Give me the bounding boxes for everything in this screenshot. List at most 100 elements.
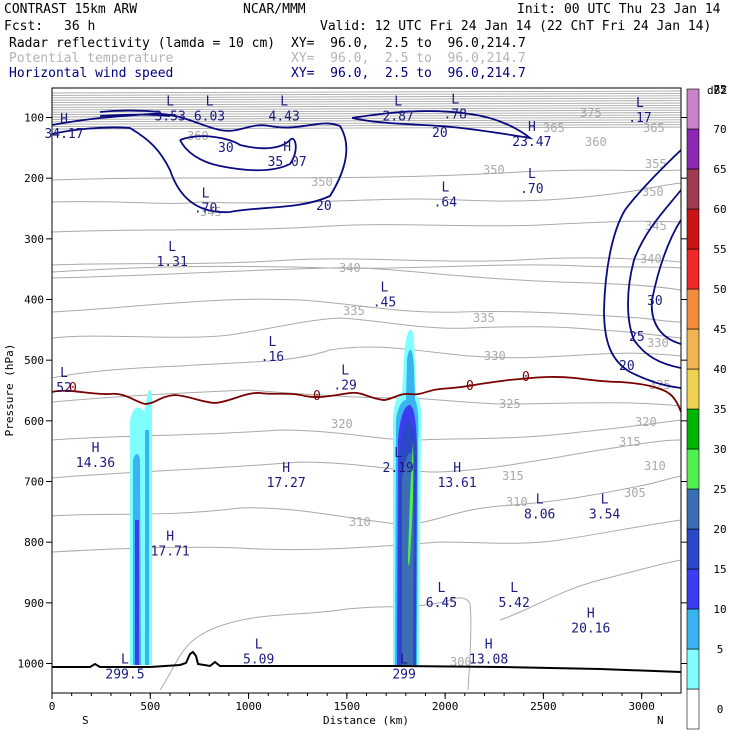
theta-label: 320 — [635, 415, 657, 429]
wind-contour-30 — [650, 219, 681, 345]
colorbar-level: 50 — [713, 283, 726, 296]
extremum-value: 52 — [56, 381, 72, 396]
reflectivity-echoes — [130, 329, 422, 665]
extremum-marker: L — [268, 335, 276, 350]
theta-contour — [52, 257, 681, 266]
extremum-value: 5.42 — [499, 596, 530, 611]
theta-label: 315 — [619, 435, 641, 449]
extremum-marker: L — [394, 94, 402, 109]
colorbar-swatch — [686, 488, 700, 530]
extremum-value: 13.08 — [469, 652, 508, 667]
x-tick-label: 0 — [49, 700, 56, 713]
wind-label: 30 — [647, 294, 663, 309]
extremum-marker: H — [485, 637, 493, 652]
extrema-annotations: H34.17L3.53L6.03L4.43L2.87L.78L.17H35.07… — [44, 93, 651, 683]
extremum-marker: H — [283, 140, 291, 155]
colorbar-swatch — [686, 248, 700, 290]
theta-contour — [52, 114, 681, 118]
theta-contour — [52, 102, 681, 106]
theta-label: 355 — [645, 157, 667, 171]
theta-contour — [52, 169, 681, 181]
extremum-value: 6.45 — [426, 596, 457, 611]
colorbar-level: 45 — [713, 323, 726, 336]
theta-contour — [52, 97, 681, 101]
x-axis-label: Distance (km) — [323, 714, 409, 727]
extremum-value: 35.07 — [268, 155, 307, 170]
theta-contour — [52, 119, 681, 123]
extremum-value: .29 — [333, 379, 356, 394]
theta-label: 350 — [642, 185, 664, 199]
theta-label: 360 — [585, 135, 607, 149]
theta-contour — [52, 317, 681, 339]
extremum-marker: L — [441, 181, 449, 196]
theta-contours — [52, 169, 681, 691]
reflectivity-colorbar: dBZ 0 5 10 15 20 25 30 35 40 45 50 55 60 65 70 75 — [686, 83, 727, 730]
theta-contour — [52, 124, 681, 128]
theta-label: 350 — [311, 175, 333, 189]
colorbar-swatch — [686, 688, 700, 730]
extremum-value: 299 — [392, 668, 415, 683]
fcst-value: 36 h — [64, 19, 96, 34]
colorbar-level: 55 — [713, 243, 726, 256]
colorbar-level: 35 — [713, 403, 726, 416]
y-tick-label: 200 — [24, 172, 44, 185]
theta-contour — [52, 264, 681, 273]
colorbar-level: 70 — [713, 123, 726, 136]
theta-contour — [52, 107, 681, 111]
extremum-marker: H — [92, 441, 100, 456]
extremum-marker: L — [394, 446, 402, 461]
freezing-level-line — [52, 376, 681, 413]
colorbar-swatch — [686, 608, 700, 650]
colorbar-swatch — [686, 368, 700, 410]
theta-contour — [52, 95, 681, 99]
extremum-marker: L — [202, 187, 210, 202]
colorbar-level: 65 — [713, 163, 726, 176]
colorbar-swatch — [686, 208, 700, 250]
extremum-marker: L — [400, 653, 408, 668]
extremum-value: 299.5 — [105, 668, 144, 683]
theta-label: 350 — [483, 163, 505, 177]
extremum-marker: L — [341, 364, 349, 379]
theta-label: 330 — [647, 336, 669, 350]
extremum-marker: L — [280, 94, 288, 109]
extremum-marker: H — [528, 120, 536, 135]
extremum-marker: L — [451, 93, 459, 108]
theta-label: 320 — [331, 417, 353, 431]
theta-contour — [52, 121, 681, 125]
colorbar-swatch — [686, 88, 700, 130]
theta-label: 335 — [343, 304, 365, 318]
fcst-label: Fcst: — [4, 19, 44, 34]
theta-contour — [52, 92, 681, 96]
colorbar-swatch — [686, 448, 700, 490]
colorbar-swatch — [686, 648, 700, 690]
valid-time: Valid: 12 UTC Fri 24 Jan 14 (22 ChT Fri … — [320, 19, 712, 34]
theta-contour — [52, 182, 681, 204]
extremum-value: .64 — [434, 196, 458, 211]
wind-contour-20 — [52, 112, 348, 214]
y-tick-label: 100 — [24, 112, 44, 125]
extremum-value: .70 — [194, 202, 217, 217]
theta-contour — [499, 559, 681, 621]
extremum-marker: H — [453, 461, 461, 476]
extremum-value: .78 — [443, 108, 466, 123]
colorbar-level: 30 — [713, 443, 726, 456]
theta-label: 310 — [349, 515, 371, 529]
x-tick-label: 1000 — [235, 700, 262, 713]
freezing-label: 0 — [69, 381, 77, 396]
extremum-marker: L — [438, 581, 446, 596]
extremum-value: 23.47 — [512, 135, 551, 150]
extremum-value: 17.27 — [267, 476, 306, 491]
init-time: Init: 00 UTC Thu 23 Jan 14 — [517, 2, 721, 17]
y-tick-label: 400 — [24, 294, 44, 307]
wind-contour-20 — [603, 149, 681, 389]
wind-contour-30 — [179, 135, 297, 172]
extremum-value: 2.87 — [383, 109, 414, 124]
field-name-theta: Potential temperature — [9, 51, 174, 66]
field-name-reflectivity: Radar reflectivity (lamda = 10 cm) — [9, 36, 276, 51]
colorbar-level: 10 — [713, 603, 726, 616]
extremum-marker: L — [60, 366, 68, 381]
org-label: NCAR/MMM — [243, 2, 306, 17]
theta-contour — [159, 597, 472, 691]
theta-label: 335 — [473, 311, 495, 325]
